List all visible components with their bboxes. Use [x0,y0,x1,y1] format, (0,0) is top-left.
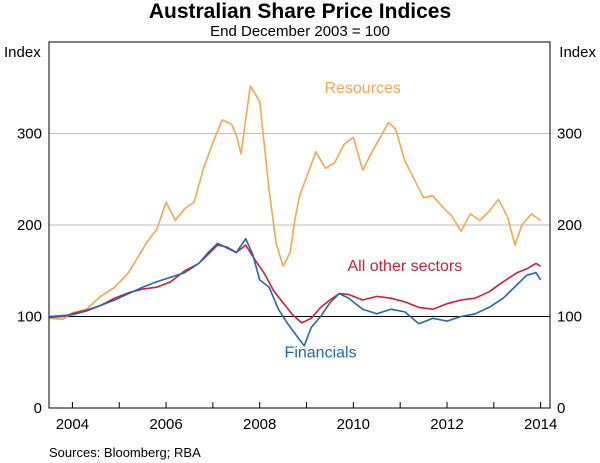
y-axis-label-left: Index [4,44,41,61]
series-line-resources [48,85,542,321]
y-tick-label-left: 200 [17,217,42,234]
y-tick-label-right: 100 [557,309,582,326]
grid-layer [49,133,550,317]
x-tick-label: 2004 [56,416,89,433]
tick-layer: 0 0 100 100 200 200 300 300 2004 2006 2008 2010 2012… [17,126,582,434]
x-tick-label: 2012 [430,416,463,433]
chart-subtitle: End December 2003 = 100 [210,23,390,40]
y-tick-label-left: 0 [34,400,42,417]
series-line-all-other-sectors [48,244,542,324]
y-tick-label-right: 300 [557,126,582,143]
series-line-financials [48,237,542,347]
series-layer [48,85,542,347]
y-axis-label-right: Index [559,44,596,61]
chart-title: Australian Share Price Indices [149,0,451,23]
x-tick-label: 2010 [337,416,370,433]
x-tick-label: 2014 [524,416,557,433]
x-tick-label: 2008 [243,416,276,433]
y-tick-label-right: 200 [557,217,582,234]
series-label-all-other-sectors: All other sectors [347,258,462,275]
y-tick-label-right: 0 [557,400,565,417]
y-tick-label-left: 100 [17,309,42,326]
series-label-layer: Resources All other sectors Financials [285,80,463,361]
plot-frame [48,41,551,409]
series-label-financials: Financials [285,345,357,362]
series-label-resources: Resources [324,80,400,97]
x-tick-label: 2006 [149,416,182,433]
y-tick-label-left: 300 [17,126,42,143]
source-note: Sources: Bloomberg; RBA [49,445,201,460]
